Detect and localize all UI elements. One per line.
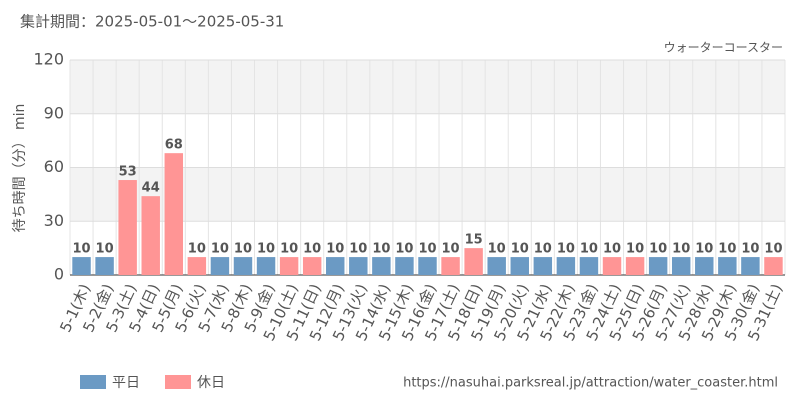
bar [326,257,345,275]
bar [741,257,760,275]
bar [579,257,599,275]
bar [695,257,714,275]
data-label: 10 [741,242,759,257]
legend-label: 平日 [112,375,140,391]
data-label: 10 [488,242,506,257]
bar [302,257,322,275]
data-label: 10 [234,242,252,257]
y-tick-label: 90 [44,103,64,122]
bar [395,257,414,275]
data-label: 10 [418,242,436,257]
plot-band [70,167,785,222]
data-label: 10 [580,242,598,257]
y-axis-label: 待ち時間（分） min [12,104,28,233]
data-label: 10 [695,242,713,257]
bar [233,257,253,275]
bar [648,257,668,275]
data-label: 10 [557,242,575,257]
bar [256,257,276,275]
chart-title: 集計期間：2025-05-01～2025-05-31 [20,13,284,31]
data-label: 10 [718,242,736,257]
data-label: 10 [280,242,298,257]
data-label: 10 [672,242,690,257]
chart-subtitle: ウォーターコースター [664,41,783,55]
legend-swatch [80,375,106,389]
bar [441,257,460,275]
y-tick-label: 120 [33,50,64,69]
data-label: 10 [96,242,114,257]
data-label: 10 [257,242,275,257]
data-label: 10 [72,242,90,257]
data-label: 10 [649,242,667,257]
bar [625,257,645,275]
data-label: 10 [534,242,552,257]
data-label: 68 [165,138,183,153]
bar [72,257,91,275]
bar [764,257,783,275]
data-label: 15 [465,233,483,248]
bar [671,257,691,275]
bar [279,257,299,275]
data-label: 10 [764,242,782,257]
bar [602,257,622,275]
bar [510,257,529,275]
bar [164,153,184,275]
bar [210,257,230,275]
bar [118,180,137,275]
data-label: 53 [119,165,137,180]
data-label: 10 [303,242,321,257]
data-label: 10 [395,242,413,257]
data-label: 10 [372,242,390,257]
bar [718,257,737,275]
data-label: 44 [142,181,160,196]
data-label: 10 [349,242,367,257]
bar [349,257,368,275]
data-label: 10 [188,242,206,257]
data-label: 10 [626,242,644,257]
source-url: https://nasuhai.parksreal.jp/attraction/… [403,376,778,391]
bar [487,257,506,275]
data-label: 10 [326,242,344,257]
bar [372,257,391,275]
y-tick-label: 60 [44,157,64,176]
bar [533,257,553,275]
plot-band [70,60,785,114]
bar [187,257,207,275]
data-label: 10 [603,242,621,257]
bar [418,257,437,275]
data-label: 10 [211,242,229,257]
bar [95,257,114,275]
bar [141,196,160,275]
bar [464,248,483,275]
y-tick-label: 0 [54,265,64,284]
legend-label: 休日 [197,375,225,391]
bar [556,257,576,275]
plot-band [70,113,785,168]
y-tick-label: 30 [44,211,64,230]
data-label: 10 [511,242,529,257]
data-label: 10 [442,242,460,257]
legend-swatch [165,375,191,389]
